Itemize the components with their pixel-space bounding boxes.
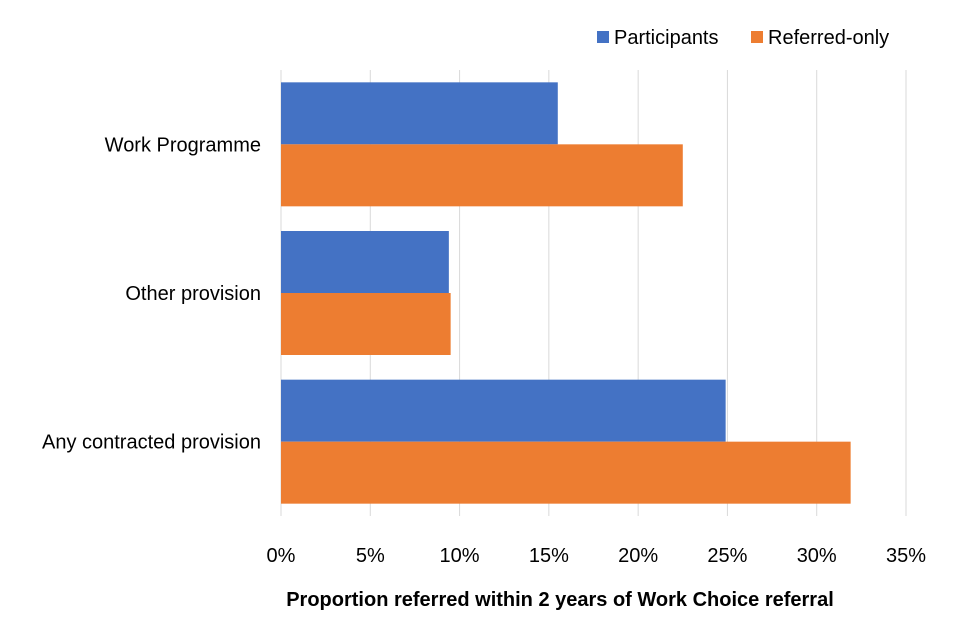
x-tick-label: 25% (707, 545, 747, 567)
x-tick-label: 5% (356, 545, 385, 567)
legend-swatch-referred-only (751, 31, 763, 43)
legend-label: Participants (614, 27, 719, 49)
category-label: Work Programme (105, 134, 261, 156)
category-label: Other provision (125, 283, 261, 305)
x-tick-label: 10% (440, 545, 480, 567)
x-tick-label: 35% (886, 545, 926, 567)
bar-participants-1 (281, 231, 449, 293)
bars (281, 82, 851, 504)
category-labels: Work Programme Other provision Any contrac… (42, 134, 261, 453)
x-tick-label: 0% (267, 545, 296, 567)
bar-referred-only-1 (281, 293, 451, 355)
category-label: Any contracted provision (42, 432, 261, 454)
x-tick-label: 15% (529, 545, 569, 567)
x-tick-labels: 0% 5% 10% 15% 20% 25% 30% 35% (267, 545, 927, 567)
bar-referred-only-2 (281, 441, 851, 504)
x-tick-label: 30% (797, 545, 837, 567)
legend-swatch-participants (597, 31, 609, 43)
bar-participants-2 (281, 379, 726, 442)
x-tick-label: 20% (618, 545, 658, 567)
legend-label: Referred-only (768, 27, 889, 49)
x-axis-title: Proportion referred within 2 years of Wo… (286, 589, 834, 611)
legend: Participants Referred-only (597, 27, 889, 49)
bar-referred-only-0 (281, 144, 683, 207)
bar-participants-0 (281, 82, 558, 145)
